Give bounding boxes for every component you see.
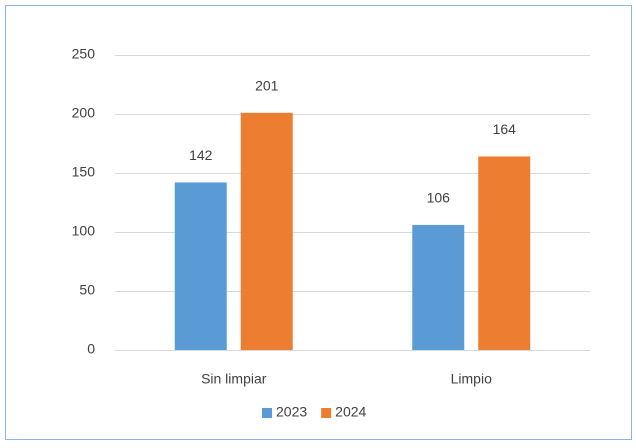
y-tick-label: 0	[87, 341, 95, 357]
legend-label: 2023	[276, 404, 307, 420]
data-label: 142	[189, 147, 213, 163]
legend-label: 2024	[335, 404, 366, 420]
y-tick-label: 150	[72, 164, 96, 180]
chart-border	[5, 5, 632, 440]
y-tick-label: 50	[79, 282, 95, 298]
data-label: 164	[493, 121, 517, 137]
bar	[240, 112, 293, 350]
legend-swatch	[321, 408, 332, 418]
y-tick-label: 200	[72, 105, 96, 121]
bar	[412, 224, 465, 350]
y-tick-label: 100	[72, 223, 96, 239]
legend-swatch	[262, 408, 272, 418]
x-tick-label: Sin limpiar	[201, 371, 267, 387]
data-label: 106	[427, 190, 451, 206]
y-tick-label: 250	[72, 46, 96, 62]
x-tick-label: Limpio	[451, 371, 492, 387]
data-label: 201	[255, 78, 279, 94]
bar	[174, 182, 227, 350]
bar	[478, 156, 531, 350]
